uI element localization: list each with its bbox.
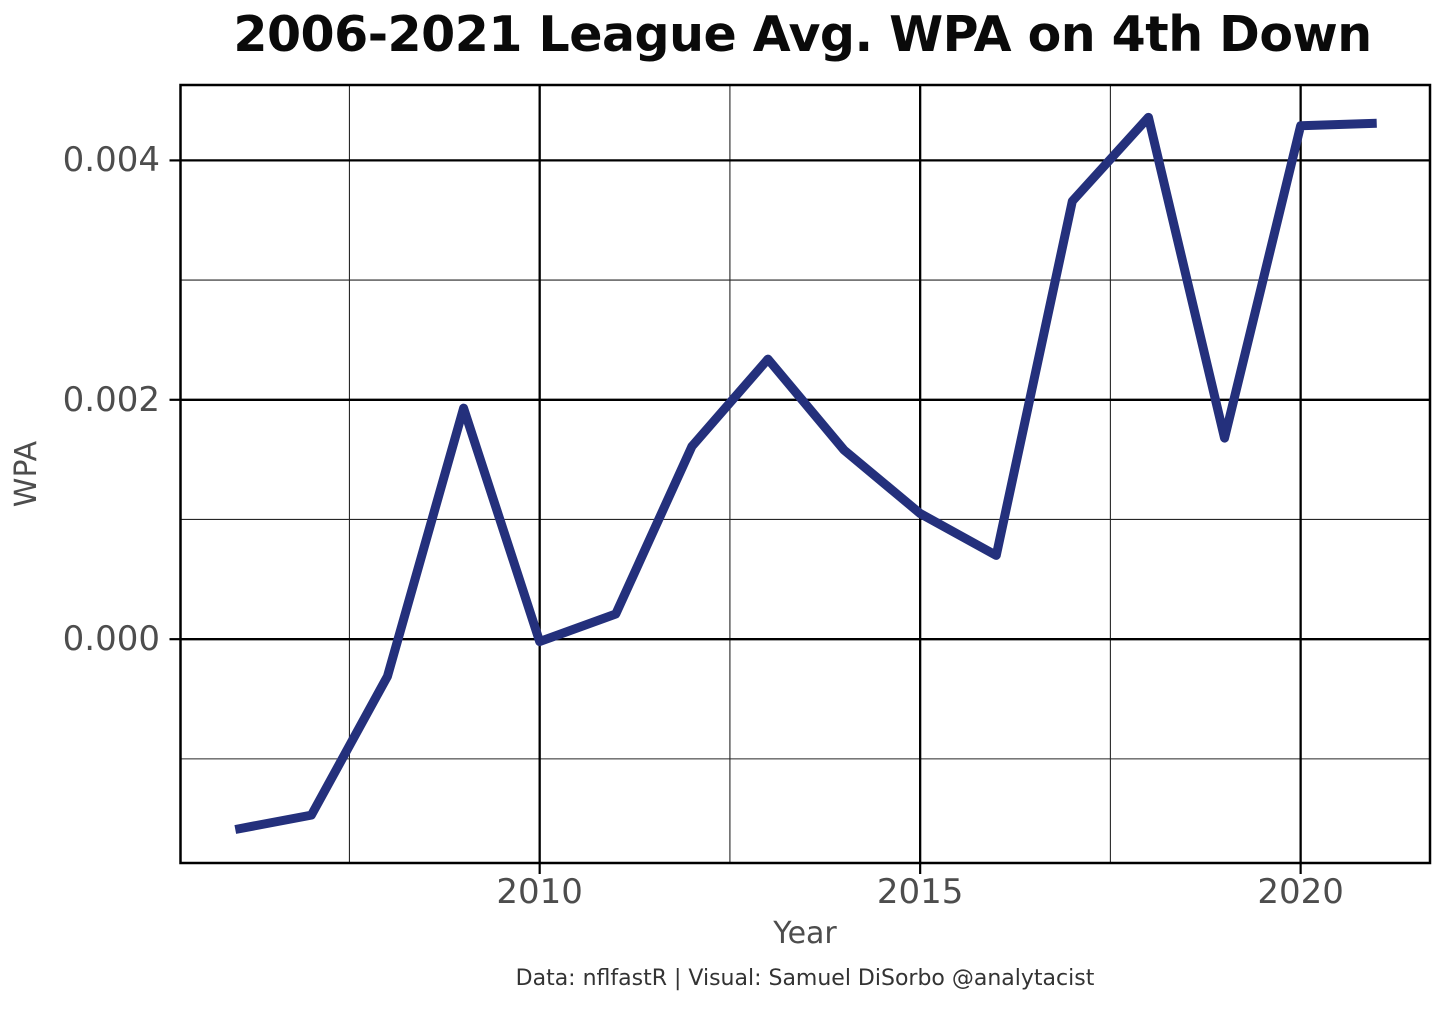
x-tick-label: 2010 (496, 872, 583, 912)
y-tick-label: 0.000 (62, 619, 160, 660)
wpa-data-line (234, 112, 1377, 834)
y-axis-tick-labels: 0.000 0.002 0.004 (0, 0, 160, 1012)
x-axis-title: Year (773, 916, 837, 951)
x-tick-label: 2020 (1257, 872, 1344, 912)
y-tick-label: 0.002 (62, 379, 160, 420)
chart-title: 2006-2021 League Avg. WPA on 4th Down (233, 6, 1372, 63)
x-tick-label: 2015 (876, 872, 964, 912)
caption: Data: nflfastR | Visual: Samuel DiSorbo … (515, 966, 1095, 991)
y-tick-label: 0.004 (62, 140, 160, 181)
panel-border (179, 83, 1432, 865)
